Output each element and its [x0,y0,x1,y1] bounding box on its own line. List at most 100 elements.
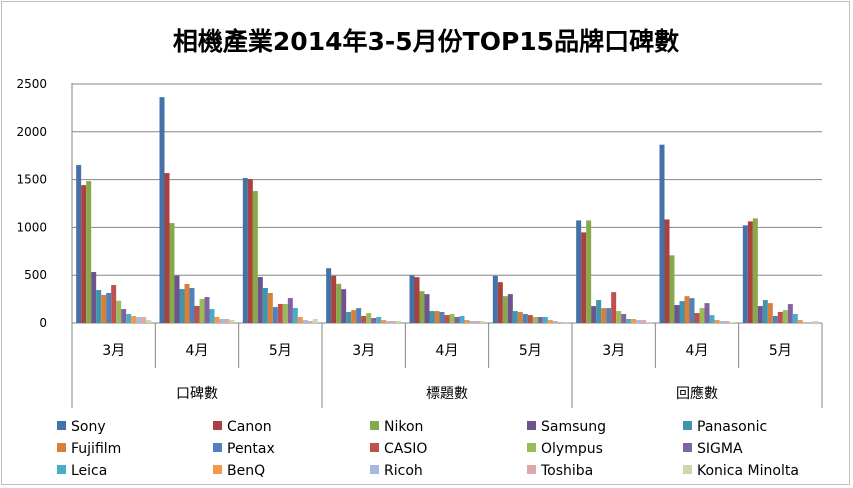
legend-swatch [370,421,379,430]
bar-leica [376,316,382,323]
legend-label: Ricoh [384,463,423,479]
legend-swatch [527,465,536,474]
bar-sony [76,165,82,323]
y-tick-label: 0 [39,316,47,330]
bar-pentax [189,288,195,323]
bar-samsung [341,289,347,323]
bar-benq [464,320,470,323]
bar-panasonic [179,289,185,323]
bar-pentax [522,314,528,323]
bar-ricoh [136,316,142,323]
bar-leica [292,307,298,323]
legend-swatch [370,443,379,452]
legend-swatch [683,421,692,430]
bar-casio [194,305,200,323]
bar-panasonic [512,311,518,323]
bar-leica [459,316,465,323]
bar-ricoh [302,320,308,323]
bar-canon [164,173,170,323]
group-label: 回應數 [676,385,718,402]
y-tick-label: 1000 [16,220,47,234]
group-label: 口碑數 [176,386,218,402]
bar-benq [714,320,720,323]
legend-label: Samsung [541,419,606,435]
x-tick-label: 3月 [602,343,625,359]
legend-label: BenQ [227,463,265,479]
bar-olympus [116,300,122,323]
bar-leica [209,309,215,323]
bar-konica-minolta [146,320,152,323]
bar-konica-minolta [646,322,652,323]
bar-sigma [454,316,460,323]
legend-swatch [57,443,66,452]
bar-benq [131,316,137,323]
bar-ricoh [469,320,475,323]
bar-toshiba [224,318,230,323]
bar-fujifilm [434,311,440,323]
bar-panasonic [429,311,435,323]
bar-sigma [204,296,210,323]
bar-panasonic [679,301,685,323]
bar-sigma [121,309,127,323]
bar-nikon [86,181,92,323]
bar-ricoh [719,320,725,323]
bar-canon [497,282,503,323]
bar-canon [247,179,253,323]
bar-nikon [252,191,258,323]
bar-benq [547,320,553,323]
bar-olympus [782,310,788,323]
bar-olympus [366,313,372,323]
bar-sigma [704,303,710,323]
bar-sony [326,268,332,323]
bar-olympus [532,316,538,323]
legend-label: Sony [71,419,106,435]
bar-benq [297,316,303,323]
bar-benq [381,320,387,323]
bar-toshiba [307,320,313,323]
bar-sigma [371,318,377,323]
bar-canon [581,232,587,323]
bar-panasonic [596,300,602,323]
bar-casio [361,316,367,323]
legend-swatch [527,421,536,430]
legend-label: SIGMA [697,441,743,457]
bar-samsung [174,275,180,323]
legend-label: Fujifilm [71,441,121,457]
x-tick-label: 4月 [186,343,209,359]
bar-nikon [669,255,675,323]
bar-samsung [257,277,263,323]
bar-pentax [689,298,695,323]
legend-swatch [683,465,692,474]
bar-sony [409,275,415,323]
bar-canon [414,277,420,323]
bar-konica-minolta [729,322,735,323]
legend-swatch [213,421,222,430]
bar-toshiba [641,320,647,323]
bar-panasonic [96,290,102,323]
bar-pentax [772,316,778,323]
group-label: 標題數 [426,386,468,402]
bar-olympus [699,308,705,323]
y-tick-label: 500 [24,268,47,282]
legend-label: Panasonic [697,419,767,435]
bar-sony [242,178,248,323]
y-tick-label: 1500 [16,173,47,187]
bar-toshiba [474,320,480,323]
bar-pentax [356,308,362,323]
bar-fujifilm [601,308,607,323]
bar-panasonic [346,312,352,323]
legend-label: Canon [227,419,272,435]
bar-samsung [507,294,513,323]
bar-ricoh [386,320,392,323]
bar-konica-minolta [479,320,485,323]
bar-benq [214,316,220,323]
bar-ricoh [552,320,558,323]
bar-olympus [199,299,205,323]
bar-ricoh [219,318,225,323]
bar-samsung [674,305,680,323]
bar-samsung [91,272,97,323]
legend-swatch [213,443,222,452]
bar-sony [492,275,498,323]
bar-toshiba [391,320,397,323]
